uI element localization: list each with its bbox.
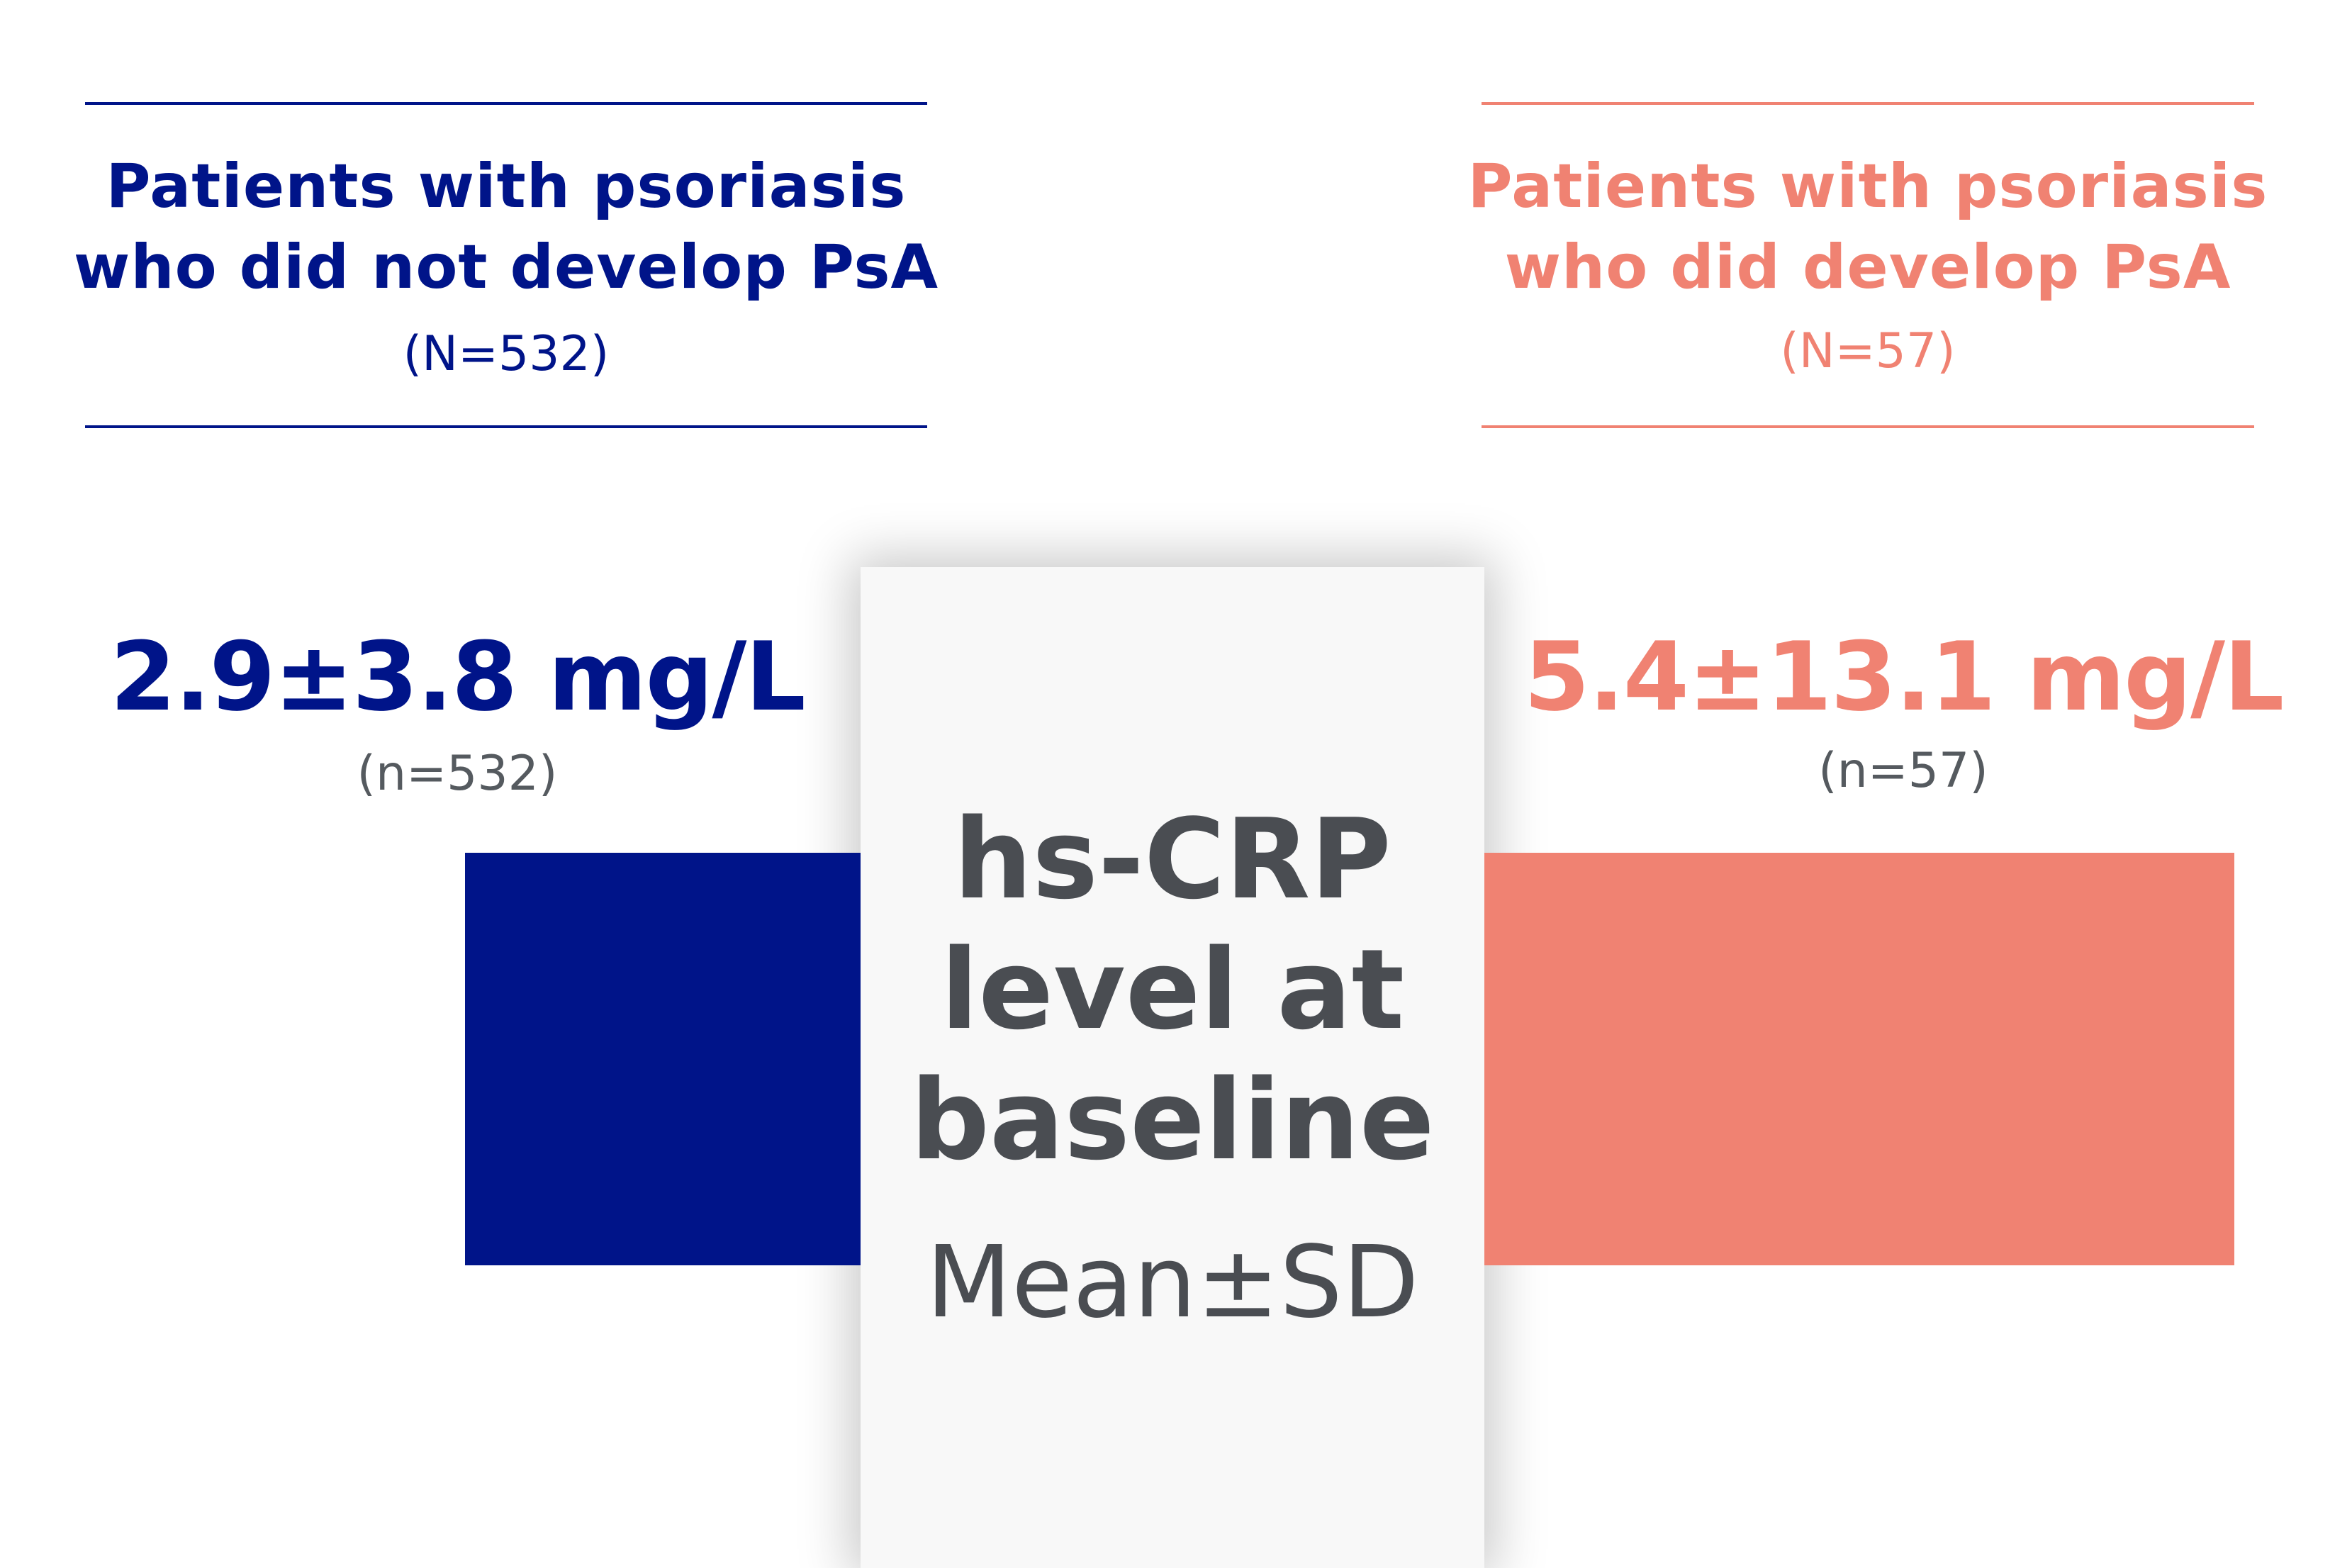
left-group-heading-line2: who did not develop PsA xyxy=(73,232,939,303)
left-group-heading-line1: Patients with psoriasis xyxy=(106,151,907,222)
center-panel: hs-CRP level at baseline Mean±SD xyxy=(861,567,1484,1568)
left-bottom-rule xyxy=(85,425,927,428)
right-group-heading-line2: who did develop PsA xyxy=(1504,232,2231,303)
left-top-rule xyxy=(85,102,927,105)
right-group-heading-line1: Patients with psoriasis xyxy=(1467,151,2268,222)
center-title-line2: level at xyxy=(940,925,1405,1054)
bar-psa xyxy=(1484,853,2234,1265)
right-group-n: (N=57) xyxy=(1780,323,1956,379)
value-label-psa: 5.4±13.1 mg/L xyxy=(1523,622,2285,732)
value-n-no-psa: (n=532) xyxy=(357,746,558,802)
bar-no-psa xyxy=(465,853,861,1265)
center-title-line3: baseline xyxy=(910,1055,1435,1185)
center-title-line1: hs-CRP xyxy=(953,795,1391,924)
right-bottom-rule xyxy=(1482,425,2254,428)
center-subtitle: Mean±SD xyxy=(926,1225,1419,1340)
right-top-rule xyxy=(1482,102,2254,105)
value-label-no-psa: 2.9±3.8 mg/L xyxy=(110,622,806,732)
left-group-n: (N=532) xyxy=(403,326,610,382)
value-n-psa: (n=57) xyxy=(1818,743,1988,799)
